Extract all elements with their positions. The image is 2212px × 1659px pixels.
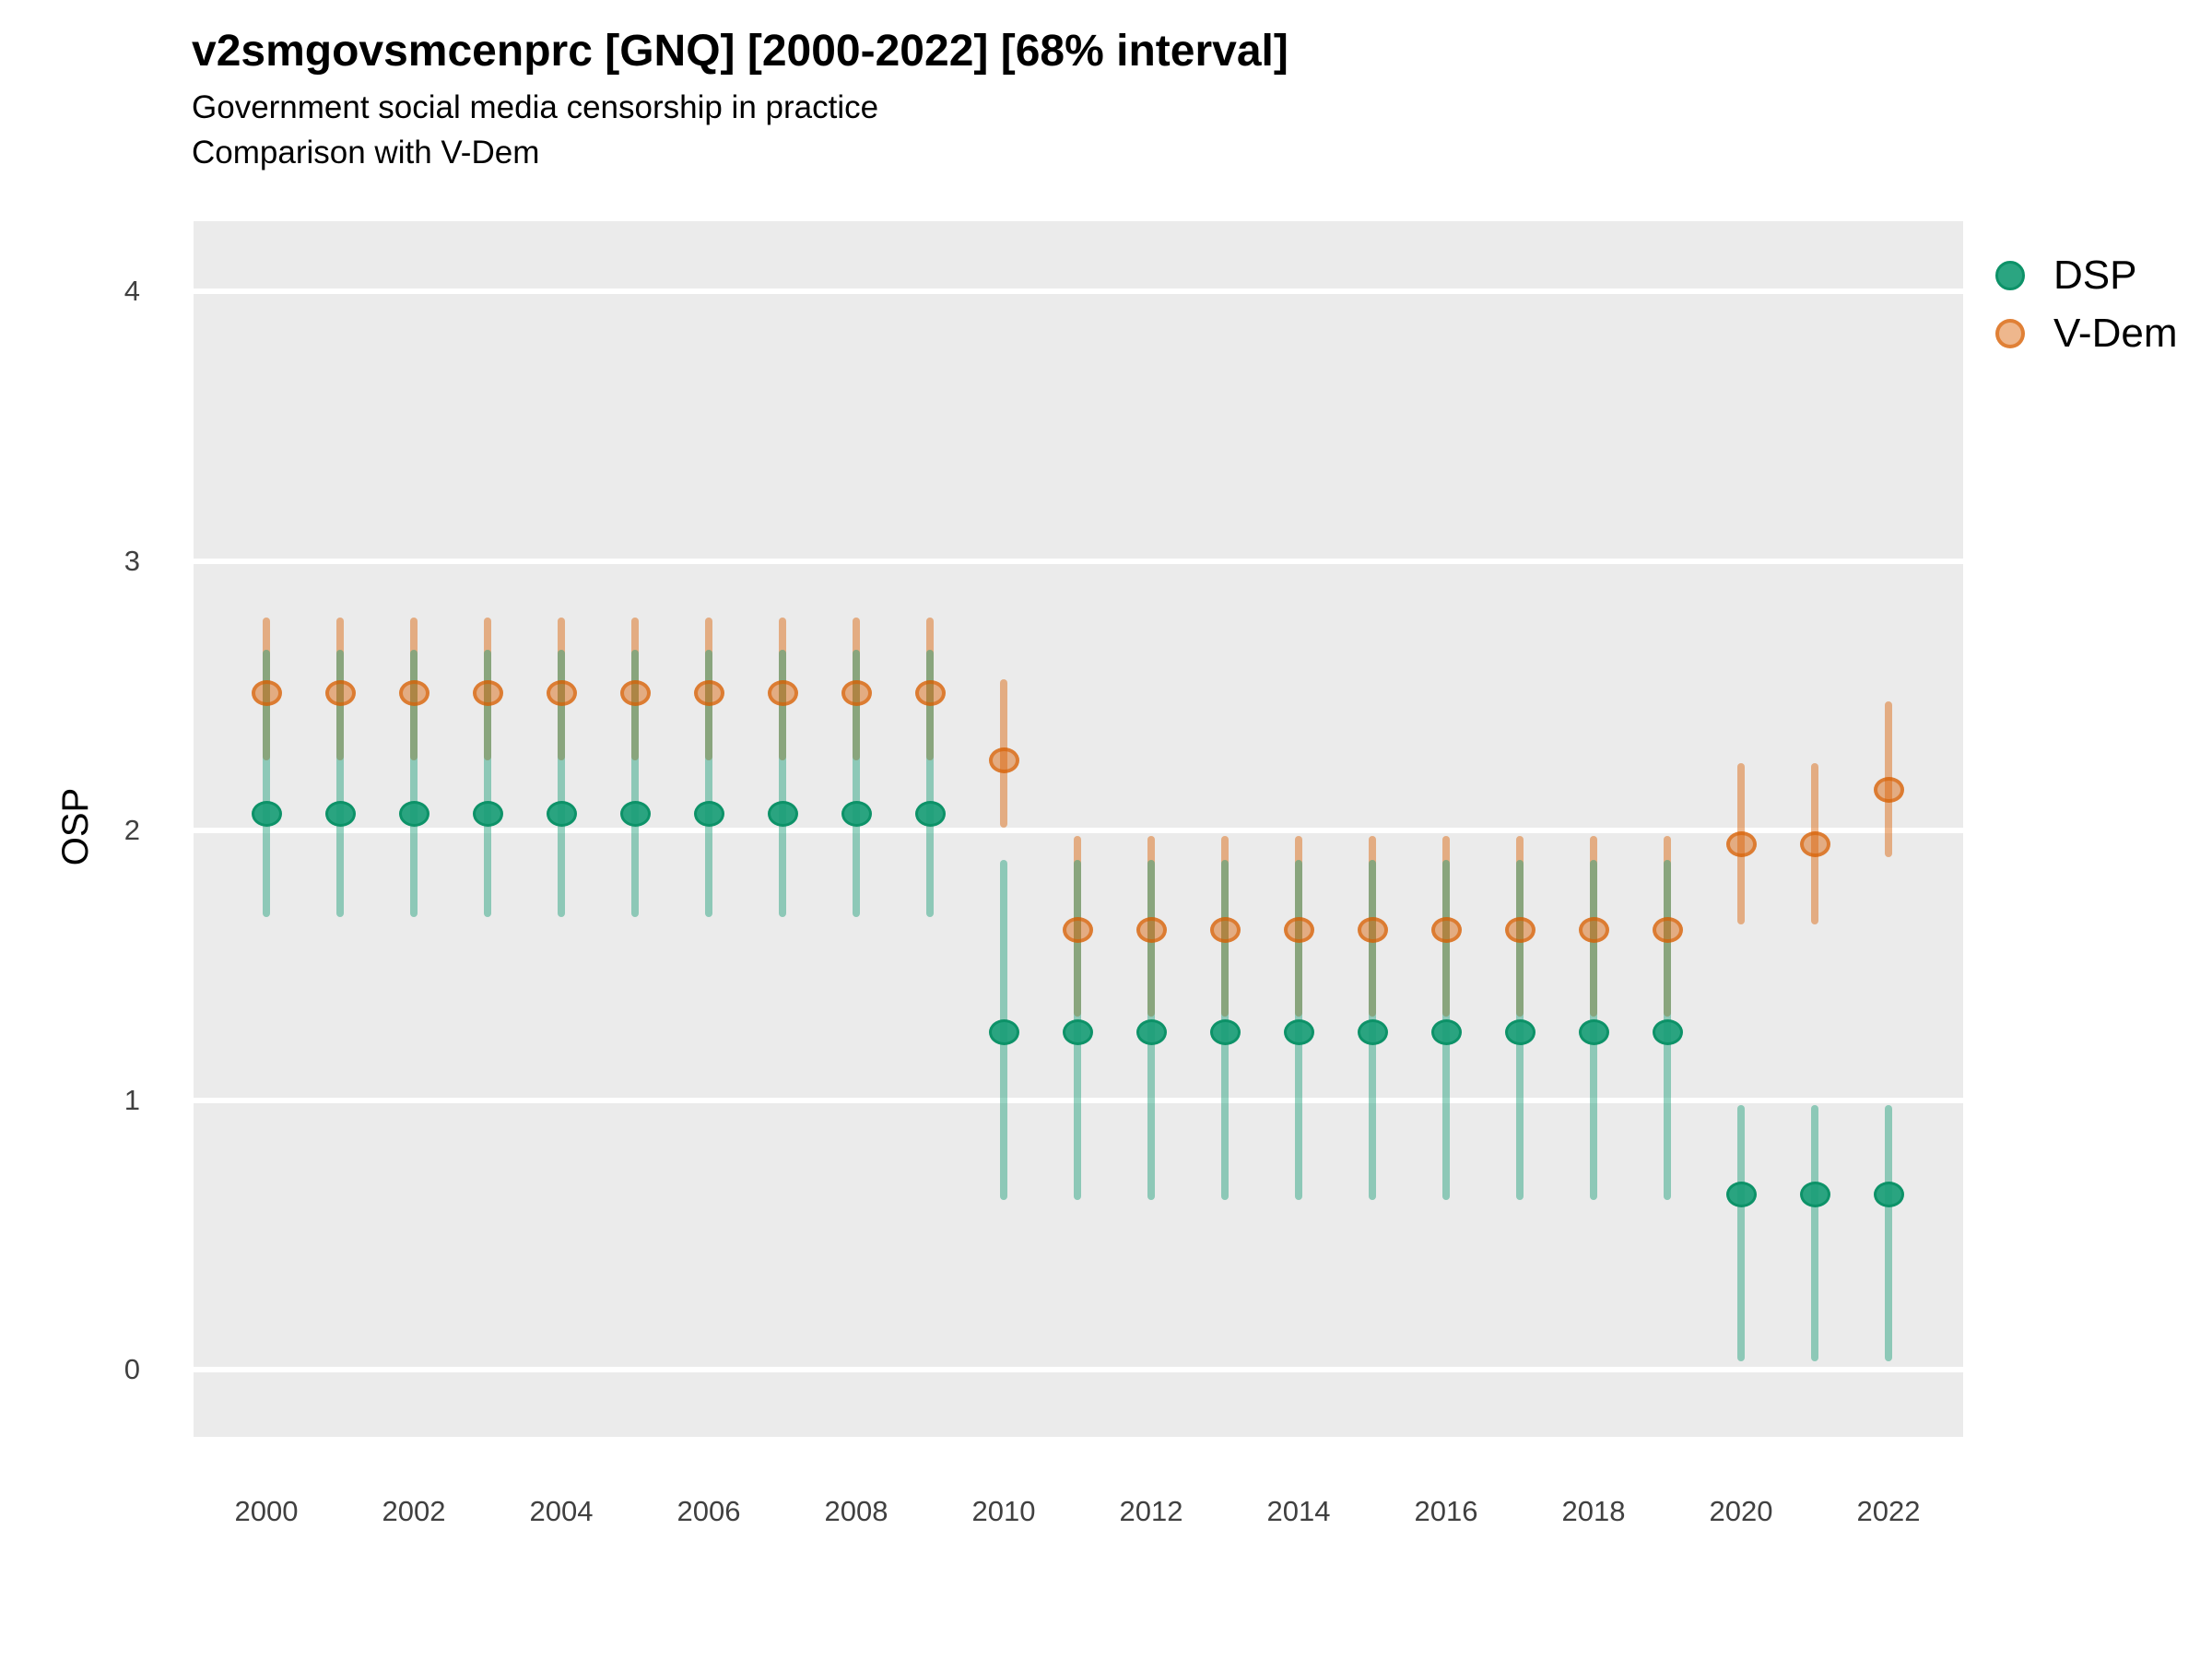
vdem-point (1209, 917, 1241, 944)
vdem-point (767, 679, 798, 706)
dsp-interval-bar (558, 650, 565, 917)
dsp-interval-bar (853, 650, 860, 917)
vdem-point (1283, 917, 1314, 944)
x-tick-label: 2012 (1119, 1495, 1183, 1527)
dsp-point (1135, 1019, 1167, 1046)
dsp-interval-bar (410, 650, 418, 917)
gridline-y4 (194, 288, 1963, 294)
dsp-point (1209, 1019, 1241, 1046)
vdem-point (1357, 917, 1388, 944)
x-tick-label: 2006 (677, 1495, 741, 1527)
vdem-point (1135, 917, 1167, 944)
dsp-point (472, 801, 503, 828)
dsp-point (1578, 1019, 1609, 1046)
vdem-point (472, 679, 503, 706)
dsp-interval-bar (926, 650, 934, 917)
dsp-point (1799, 1181, 1830, 1207)
x-tick-label: 2018 (1561, 1495, 1626, 1527)
plot-panel (194, 221, 1963, 1437)
x-tick-label: 2010 (971, 1495, 1036, 1527)
legend-dsp-dot-icon (1995, 261, 2025, 290)
chart-title: v2smgovsmcenprc [GNQ] [2000-2022] [68% i… (192, 27, 1288, 76)
x-tick-label: 2022 (1856, 1495, 1921, 1527)
vdem-point (1873, 777, 1904, 804)
dsp-point (1357, 1019, 1388, 1046)
dsp-interval-bar (1737, 1105, 1745, 1362)
dsp-interval-bar (1811, 1105, 1818, 1362)
dsp-point (398, 801, 429, 828)
vdem-point (841, 679, 872, 706)
dsp-point (1504, 1019, 1535, 1046)
dsp-interval-bar (631, 650, 639, 917)
x-tick-label: 2002 (382, 1495, 446, 1527)
vdem-point (1578, 917, 1609, 944)
dsp-interval-bar (779, 650, 786, 917)
x-tick-label: 2016 (1414, 1495, 1478, 1527)
vdem-point (1652, 917, 1683, 944)
vdem-point (693, 679, 724, 706)
legend-dsp-label: DSP (2053, 253, 2137, 298)
dsp-interval-bar (263, 650, 270, 917)
vdem-point (398, 679, 429, 706)
vdem-point (619, 679, 651, 706)
dsp-point (693, 801, 724, 828)
x-tick-label: 2000 (234, 1495, 299, 1527)
dsp-point (619, 801, 651, 828)
y-tick-label: 3 (124, 544, 140, 577)
vdem-point (914, 679, 946, 706)
y-tick-label: 4 (124, 275, 140, 307)
x-tick-label: 2008 (824, 1495, 888, 1527)
vdem-point (251, 679, 282, 706)
dsp-point (1062, 1019, 1093, 1046)
dsp-point (1652, 1019, 1683, 1046)
dsp-interval-bar (484, 650, 491, 917)
dsp-point (1283, 1019, 1314, 1046)
dsp-point (914, 801, 946, 828)
dsp-point (251, 801, 282, 828)
dsp-interval-bar (1885, 1105, 1892, 1362)
gridline-y1 (194, 1097, 1963, 1103)
chart-subtitle-line1: Government social media censorship in pr… (192, 89, 879, 125)
x-tick-label: 2004 (529, 1495, 594, 1527)
legend-vdem-label: V-Dem (2053, 311, 2178, 356)
dsp-interval-bar (705, 650, 712, 917)
dsp-point (1873, 1181, 1904, 1207)
vdem-point (1504, 917, 1535, 944)
vdem-point (546, 679, 577, 706)
dsp-point (1725, 1181, 1757, 1207)
dsp-point (546, 801, 577, 828)
y-tick-label: 0 (124, 1353, 140, 1385)
dsp-point (841, 801, 872, 828)
vdem-point (1799, 830, 1830, 857)
vdem-point (1430, 917, 1462, 944)
gridline-y2 (194, 828, 1963, 833)
vdem-point (988, 747, 1019, 773)
chart-subtitle-line2: Comparison with V-Dem (192, 135, 540, 171)
x-tick-label: 2020 (1709, 1495, 1773, 1527)
legend-vdem-dot-icon (1995, 319, 2025, 348)
dsp-point (1430, 1019, 1462, 1046)
y-tick-label: 1 (124, 1083, 140, 1116)
dsp-interval-bar (336, 650, 344, 917)
vdem-point (324, 679, 356, 706)
gridline-y3 (194, 558, 1963, 564)
y-tick-label: 2 (124, 814, 140, 846)
gridline-y0 (194, 1367, 1963, 1372)
dsp-point (767, 801, 798, 828)
vdem-point (1062, 917, 1093, 944)
dsp-point (324, 801, 356, 828)
vdem-point (1725, 830, 1757, 857)
dsp-point (988, 1019, 1019, 1046)
x-tick-label: 2014 (1266, 1495, 1331, 1527)
